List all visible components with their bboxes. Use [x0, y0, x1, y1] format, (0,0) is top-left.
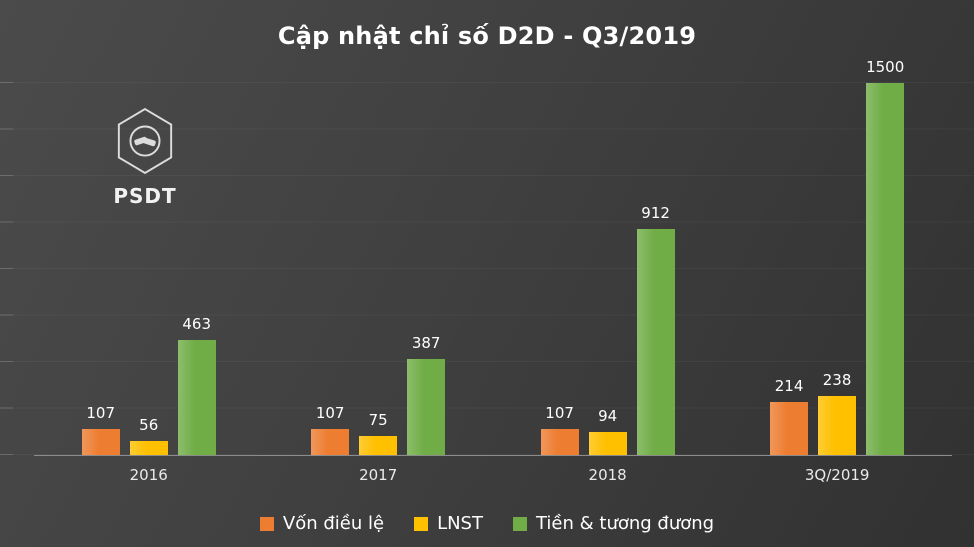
- logo-text: PSDT: [113, 184, 177, 208]
- bar-column: 387: [407, 334, 446, 455]
- bar-column: 75: [359, 411, 398, 455]
- bar: [636, 228, 675, 455]
- legend-item: Tiền & tương đương: [512, 513, 715, 534]
- bar-column: 107: [311, 403, 350, 455]
- bar-column: 238: [818, 371, 857, 455]
- bar-group: 214 238 1500 3Q/2019: [770, 58, 904, 484]
- legend-item: Vốn điều lệ: [259, 513, 385, 534]
- category-label: 2018: [588, 466, 627, 484]
- bar: [311, 428, 350, 455]
- bar: [866, 83, 905, 455]
- bar: [770, 401, 809, 455]
- legend-swatch: [259, 516, 274, 531]
- bar-value-label: 75: [368, 411, 388, 430]
- category-label: 2016: [129, 466, 168, 484]
- bar: [359, 436, 398, 455]
- bar-value-label: 56: [139, 416, 159, 435]
- bar: [81, 428, 120, 455]
- bar-column: 912: [636, 203, 675, 455]
- bar: [407, 359, 446, 455]
- logo: PSDT: [106, 106, 184, 208]
- legend: Vốn điều lệ LNST Tiền & tương đương: [0, 513, 974, 534]
- bar: [540, 428, 579, 455]
- bar-column: 94: [588, 406, 627, 455]
- bar-value-label: 214: [774, 376, 804, 395]
- legend-swatch: [512, 516, 527, 531]
- bar-value-label: 1500: [866, 58, 905, 76]
- legend-label: LNST: [437, 513, 483, 534]
- handshake-hexagon-icon: [117, 107, 173, 175]
- bar: [818, 396, 857, 455]
- category-label: 3Q/2019: [804, 466, 870, 484]
- bar-group: 107 75 387 2017: [311, 334, 446, 484]
- bar-column: 56: [129, 416, 168, 455]
- legend-swatch: [414, 516, 429, 531]
- bar-column: 463: [177, 315, 216, 455]
- bar-value-label: 387: [411, 334, 441, 352]
- chart-title: Cập nhật chỉ số D2D - Q3/2019: [277, 22, 697, 50]
- bar-value-label: 463: [182, 315, 212, 334]
- bar-value-label: 94: [598, 406, 618, 425]
- legend-label: Vốn điều lệ: [282, 513, 385, 534]
- bar-chart-plot-area: 107 56 463 2016 107 75 387 2017 107 94 912 2018 214 2…: [34, 53, 952, 484]
- bar-column: 1500: [866, 58, 904, 455]
- bar-value-label: 238: [822, 371, 852, 389]
- bar-value-label: 107: [545, 403, 574, 422]
- bar-group: 107 94 912 2018: [540, 203, 675, 484]
- category-label: 2017: [359, 466, 398, 484]
- legend-item: LNST: [414, 513, 483, 534]
- bar-group: 107 56 463 2016: [81, 315, 216, 484]
- bar-value-label: 107: [86, 403, 116, 422]
- bar-column: 107: [81, 403, 120, 455]
- bar-value-label: 912: [641, 203, 670, 222]
- bar-column: 214: [770, 376, 809, 455]
- axis-ticks: [0, 55, 13, 455]
- x-axis-line: [34, 455, 952, 456]
- bar: [177, 340, 216, 455]
- bar: [129, 441, 168, 455]
- bar-column: 107: [540, 403, 579, 455]
- legend-label: Tiền & tương đương: [535, 513, 715, 534]
- bar-value-label: 107: [315, 403, 345, 422]
- bar: [588, 431, 627, 455]
